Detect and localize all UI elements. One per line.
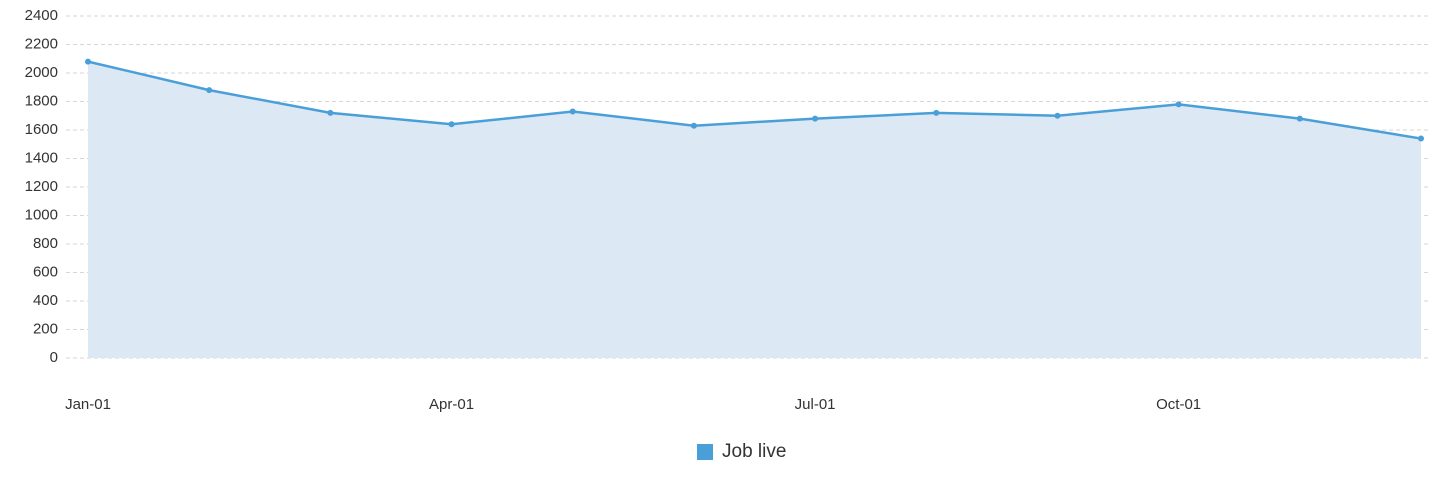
y-tick-label: 1600 xyxy=(25,121,58,138)
x-tick-label: Apr-01 xyxy=(429,396,474,413)
area-fill xyxy=(88,61,1421,358)
x-tick-label: Oct-01 xyxy=(1156,396,1201,413)
point xyxy=(569,108,576,115)
point xyxy=(206,87,213,94)
point xyxy=(1054,112,1061,119)
point xyxy=(327,109,334,116)
legend-swatch xyxy=(697,444,713,460)
point xyxy=(690,122,697,129)
y-tick-label: 800 xyxy=(33,235,58,252)
line xyxy=(87,60,1422,140)
point xyxy=(933,109,940,116)
legend-label: Job live xyxy=(722,441,786,462)
y-tick-label: 1400 xyxy=(25,149,58,166)
point xyxy=(1175,101,1182,108)
x-tick-label: Jul-01 xyxy=(795,396,836,413)
point xyxy=(1418,135,1424,142)
y-tick-label: 600 xyxy=(33,263,58,280)
point xyxy=(812,115,819,122)
y-tick-label: 1000 xyxy=(25,206,58,223)
y-tick-label: 0 xyxy=(50,349,58,366)
x-tick-label: Jan-01 xyxy=(65,396,111,413)
y-tick-label: 200 xyxy=(33,320,58,337)
point xyxy=(1296,115,1303,122)
y-tick-label: 2200 xyxy=(25,35,58,52)
y-tick-label: 400 xyxy=(33,292,58,309)
y-tick-label: 1200 xyxy=(25,178,58,195)
point xyxy=(448,121,455,128)
y-tick-label: 2400 xyxy=(25,7,58,24)
y-tick-label: 1800 xyxy=(25,92,58,109)
point xyxy=(85,58,91,65)
y-tick-label: 2000 xyxy=(25,64,58,81)
